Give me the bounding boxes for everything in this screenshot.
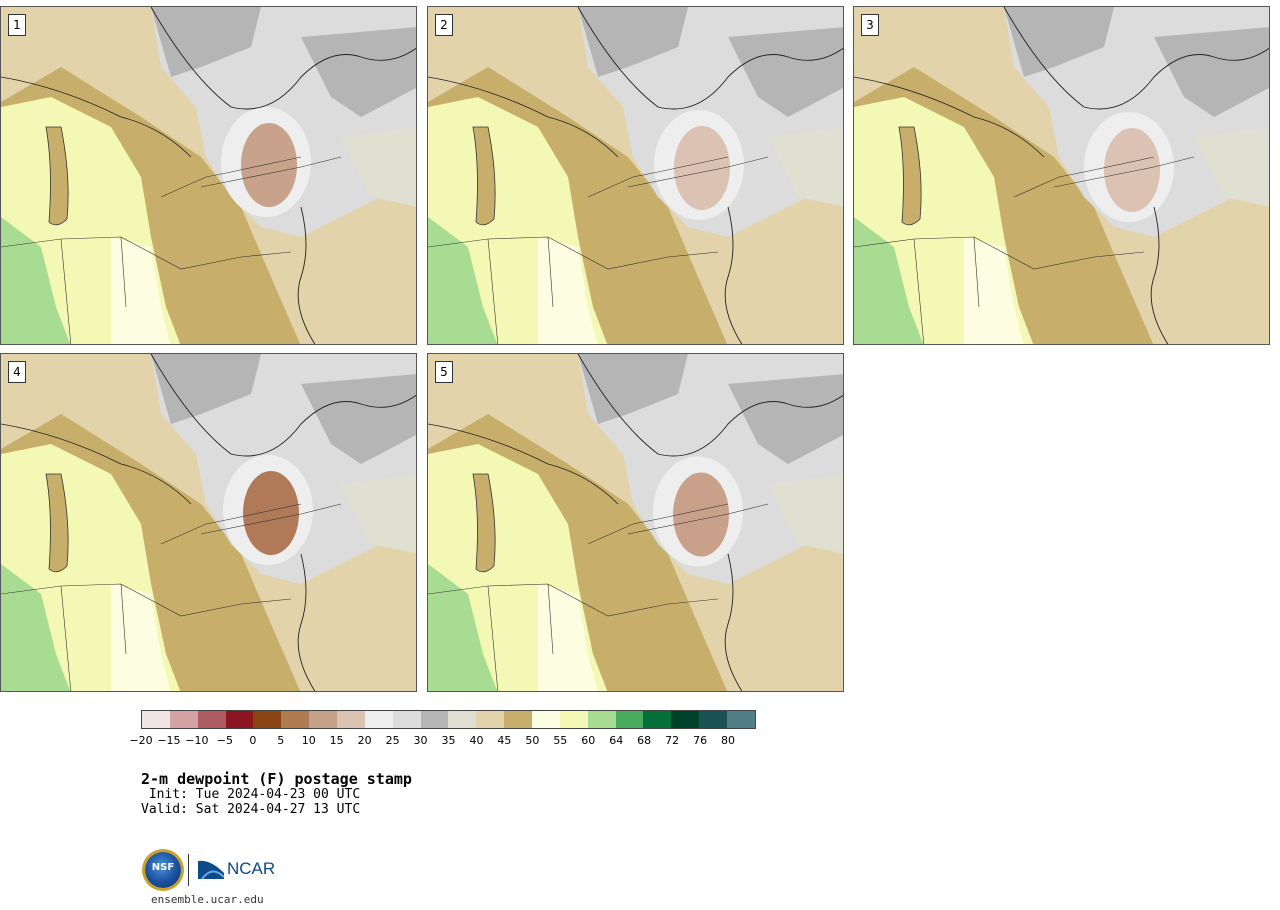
colorbar-tick-label: 72 (665, 734, 680, 747)
colorbar-tick-label: 55 (553, 734, 568, 747)
stamp-panel-4: 4 (0, 353, 417, 692)
colorbar-swatch (671, 711, 700, 728)
colorbar-swatch (643, 711, 672, 728)
stamp-panel-1: 1 (0, 6, 417, 345)
colorbar-tick-label: 10 (301, 734, 316, 747)
colorbar-tick-label: 60 (581, 734, 596, 747)
colorbar-tick-label: 15 (329, 734, 344, 747)
colorbar-swatch (587, 711, 616, 728)
plot-title: 2-m dewpoint (F) postage stamp (141, 770, 412, 788)
colorbar-swatch (364, 711, 393, 728)
colorbar-tick-label: −15 (157, 734, 181, 747)
dewpoint-map-3 (854, 7, 1269, 344)
member-label-4: 4 (8, 361, 26, 383)
member-label-5: 5 (435, 361, 453, 383)
member-label-3: 3 (861, 14, 879, 36)
logo-divider (188, 854, 189, 886)
colorbar-swatch (392, 711, 421, 728)
colorbar-swatch (142, 711, 170, 728)
colorbar-swatch (169, 711, 198, 728)
colorbar-swatch (253, 711, 282, 728)
stamp-panel-3: 3 (853, 6, 1270, 345)
colorbar-tick-label: −20 (129, 734, 153, 747)
member-label-2: 2 (435, 14, 453, 36)
stamp-panel-5: 5 (427, 353, 844, 692)
footer-url: ensemble.ucar.edu (151, 893, 264, 906)
ncar-logo: NCAR (198, 858, 275, 880)
colorbar-tick-label: 30 (413, 734, 428, 747)
ncar-swoosh-icon (198, 860, 224, 879)
colorbar-swatch (504, 711, 533, 728)
colorbar-tick-label: 68 (637, 734, 652, 747)
dewpoint-map-5 (428, 354, 843, 691)
colorbar-swatch (197, 711, 226, 728)
colorbar-tick-label: 25 (385, 734, 400, 747)
colorbar-swatch (559, 711, 588, 728)
valid-time: Valid: Sat 2024-04-27 13 UTC (141, 802, 361, 817)
colorbar (141, 710, 756, 729)
colorbar-swatch (699, 711, 728, 728)
colorbar-swatch (420, 711, 449, 728)
colorbar-tick-label: −10 (185, 734, 209, 747)
nsf-logo: NSF (145, 852, 181, 888)
colorbar-tick-label: 20 (357, 734, 372, 747)
colorbar-swatch (448, 711, 477, 728)
colorbar-swatch (727, 711, 755, 728)
colorbar-ticks: −20 −15 −10 −5 0 5 10 15 20 25 30 35 40 45 50 55 60 64 68 7… (129, 734, 756, 748)
dewpoint-map-4 (1, 354, 416, 691)
colorbar-tick-label: 50 (525, 734, 540, 747)
colorbar-tick-label: −5 (216, 734, 233, 747)
colorbar-tick-label: 80 (721, 734, 736, 747)
init-time: Init: Tue 2024-04-23 00 UTC (141, 787, 361, 802)
colorbar-swatch (309, 711, 338, 728)
colorbar-swatch (615, 711, 644, 728)
colorbar-swatch (337, 711, 365, 728)
colorbar-swatch (225, 711, 254, 728)
colorbar-swatch (532, 711, 560, 728)
stamp-panel-2: 2 (427, 6, 844, 345)
colorbar-swatch (281, 711, 310, 728)
colorbar-tick-label: 5 (277, 734, 285, 747)
dewpoint-map-1 (1, 7, 416, 344)
colorbar-tick-label: 40 (469, 734, 484, 747)
colorbar-tick-label: 76 (693, 734, 708, 747)
colorbar-swatch (476, 711, 505, 728)
colorbar-tick-label: 35 (441, 734, 456, 747)
member-label-1: 1 (8, 14, 26, 36)
dewpoint-map-2 (428, 7, 843, 344)
colorbar-tick-label: 64 (609, 734, 624, 747)
colorbar-tick-label: 45 (497, 734, 512, 747)
colorbar-tick-label: 0 (249, 734, 257, 747)
